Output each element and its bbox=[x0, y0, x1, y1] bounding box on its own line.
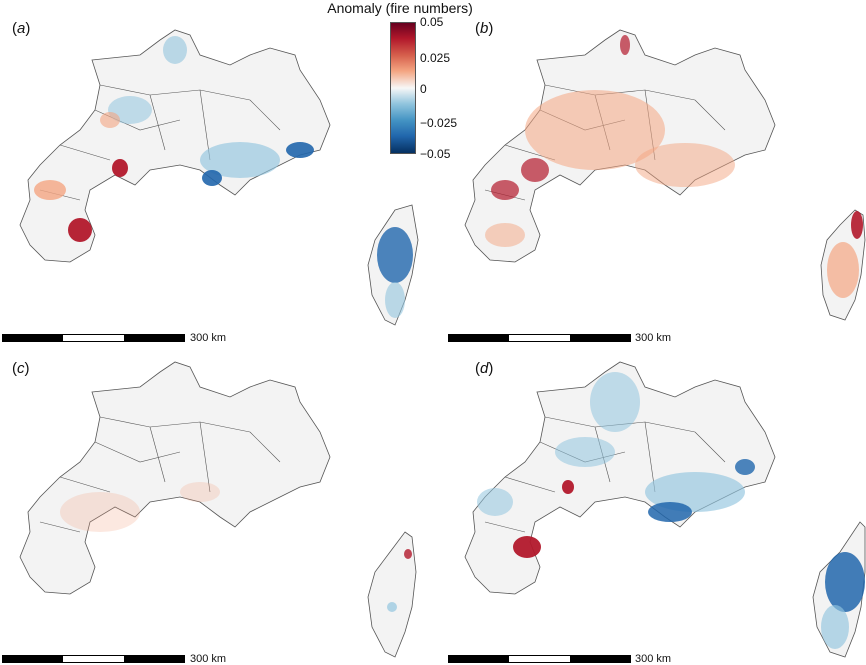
map-panel-b: (b) 300 km bbox=[445, 0, 866, 344]
colorbar-tick-max: 0.05 bbox=[420, 15, 444, 29]
region-map bbox=[464, 29, 866, 321]
negative-anomaly-patch bbox=[825, 552, 865, 612]
scale-bar bbox=[448, 655, 631, 663]
negative-anomaly-patch bbox=[387, 602, 397, 612]
positive-anomaly-patch bbox=[491, 180, 519, 200]
land-outline bbox=[367, 531, 417, 658]
region-map bbox=[464, 361, 866, 658]
colorbar-tick-lower: −0.025 bbox=[420, 116, 458, 130]
scale-bar bbox=[2, 655, 185, 663]
positive-anomaly-patch bbox=[34, 180, 66, 200]
scale-bar-label: 300 km bbox=[190, 332, 227, 344]
positive-anomaly-patch bbox=[100, 112, 120, 128]
department-borders bbox=[39, 84, 281, 201]
negative-anomaly-patch bbox=[163, 36, 187, 64]
positive-anomaly-patch bbox=[112, 159, 128, 177]
positive-anomaly-patch bbox=[60, 492, 140, 532]
positive-anomaly-patch bbox=[562, 480, 574, 494]
land-outline bbox=[19, 361, 331, 595]
negative-anomaly-patch bbox=[648, 502, 692, 522]
positive-anomaly-patch bbox=[485, 223, 525, 247]
negative-anomaly-patch bbox=[202, 170, 222, 186]
colorbar-tick-zero: 0 bbox=[420, 82, 427, 96]
scale-bar bbox=[2, 334, 185, 342]
colorbar-tick-upper: 0.025 bbox=[420, 51, 451, 65]
positive-anomaly-patch bbox=[635, 143, 735, 187]
negative-anomaly-patch bbox=[590, 372, 640, 432]
negative-anomaly-patch bbox=[286, 142, 314, 158]
positive-anomaly-patch bbox=[620, 35, 630, 55]
positive-anomaly-patch bbox=[513, 536, 541, 558]
negative-anomaly-patch bbox=[555, 437, 615, 467]
negative-anomaly-patch bbox=[200, 142, 280, 178]
positive-anomaly-patch bbox=[521, 158, 549, 182]
positive-anomaly-patch bbox=[68, 218, 92, 242]
map-panel-c: (c) 300 km bbox=[0, 332, 433, 665]
positive-anomaly-patch bbox=[525, 90, 665, 170]
negative-anomaly-patch bbox=[821, 605, 849, 649]
colorbar bbox=[390, 22, 416, 154]
negative-anomaly-patch bbox=[377, 227, 413, 283]
panel-label: (c) bbox=[12, 360, 30, 377]
panel-label: (a) bbox=[12, 20, 31, 37]
negative-anomaly-patch bbox=[477, 488, 513, 516]
map-panel-d: (d) 300 km bbox=[445, 332, 866, 665]
region-map bbox=[19, 29, 419, 326]
positive-anomaly-patch bbox=[180, 482, 220, 502]
region-map bbox=[19, 361, 417, 658]
panel-label: (b) bbox=[475, 20, 494, 37]
land-outline bbox=[19, 29, 331, 263]
panel-label: (d) bbox=[475, 360, 494, 377]
negative-anomaly-patch bbox=[385, 282, 405, 318]
scale-bar-label: 300 km bbox=[635, 332, 672, 344]
scale-bar bbox=[448, 334, 631, 342]
positive-anomaly-patch bbox=[827, 242, 859, 298]
department-borders bbox=[39, 416, 281, 533]
scale-bar-label: 300 km bbox=[190, 653, 227, 665]
colorbar-tick-min: −0.05 bbox=[420, 147, 451, 161]
positive-anomaly-patch bbox=[851, 211, 863, 239]
scale-bar-label: 300 km bbox=[635, 653, 672, 665]
positive-anomaly-patch bbox=[404, 549, 412, 559]
map-panel-a: (a) 300 km bbox=[0, 0, 433, 344]
colorbar-title: Anomaly (fire numbers) bbox=[327, 0, 473, 16]
land-outline bbox=[464, 361, 776, 595]
negative-anomaly-patch bbox=[735, 459, 755, 475]
